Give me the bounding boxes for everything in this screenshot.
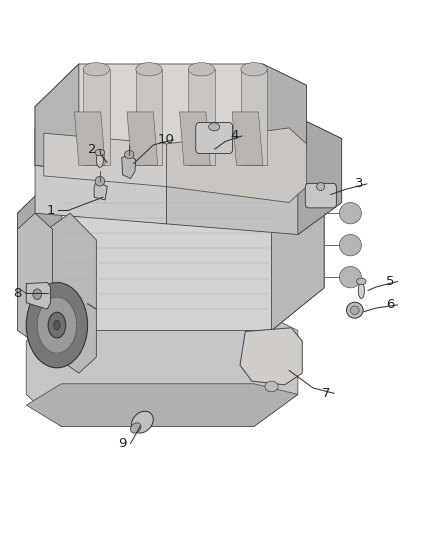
Ellipse shape [208,123,219,131]
Ellipse shape [96,152,103,167]
Polygon shape [26,282,50,309]
Polygon shape [26,384,298,426]
Text: 5: 5 [385,275,394,288]
Ellipse shape [241,63,267,76]
FancyBboxPatch shape [196,123,233,154]
Ellipse shape [358,282,364,298]
Ellipse shape [54,320,60,330]
Ellipse shape [346,302,363,318]
Ellipse shape [95,149,105,156]
Polygon shape [127,112,158,165]
Ellipse shape [265,381,278,392]
Text: 6: 6 [385,298,394,311]
Ellipse shape [317,182,325,191]
Ellipse shape [188,63,215,76]
Ellipse shape [33,289,42,300]
Text: 9: 9 [118,437,127,450]
Text: 10: 10 [157,133,174,146]
Polygon shape [166,117,342,235]
Ellipse shape [350,306,359,314]
Polygon shape [35,64,79,171]
Polygon shape [35,128,166,224]
Ellipse shape [339,235,361,256]
Ellipse shape [339,266,361,288]
Ellipse shape [26,282,88,368]
Polygon shape [18,213,53,304]
Ellipse shape [83,63,110,76]
Ellipse shape [48,312,66,338]
Ellipse shape [95,176,105,186]
Ellipse shape [124,150,134,159]
Ellipse shape [357,278,366,285]
Polygon shape [241,69,267,165]
Text: 2: 2 [88,143,96,156]
Polygon shape [122,155,136,179]
Ellipse shape [131,411,153,433]
Polygon shape [18,171,61,330]
Text: 7: 7 [322,387,331,400]
Text: 1: 1 [46,204,55,217]
Text: 8: 8 [13,287,22,300]
Polygon shape [263,64,307,187]
Polygon shape [180,112,210,165]
Ellipse shape [131,423,141,433]
Polygon shape [83,69,110,165]
Polygon shape [74,112,105,165]
Polygon shape [232,112,263,165]
Polygon shape [18,213,96,373]
Ellipse shape [339,203,361,224]
Polygon shape [298,117,342,235]
Polygon shape [18,171,324,330]
Ellipse shape [37,297,77,353]
Polygon shape [94,181,107,200]
Polygon shape [272,171,324,330]
Polygon shape [44,133,166,187]
FancyBboxPatch shape [305,183,336,208]
Polygon shape [35,64,307,187]
Polygon shape [136,69,162,165]
Text: 3: 3 [355,177,364,190]
Polygon shape [166,128,307,203]
Ellipse shape [136,63,162,76]
Polygon shape [26,309,298,426]
Polygon shape [188,69,215,165]
Text: 4: 4 [230,130,239,142]
Polygon shape [240,328,302,385]
